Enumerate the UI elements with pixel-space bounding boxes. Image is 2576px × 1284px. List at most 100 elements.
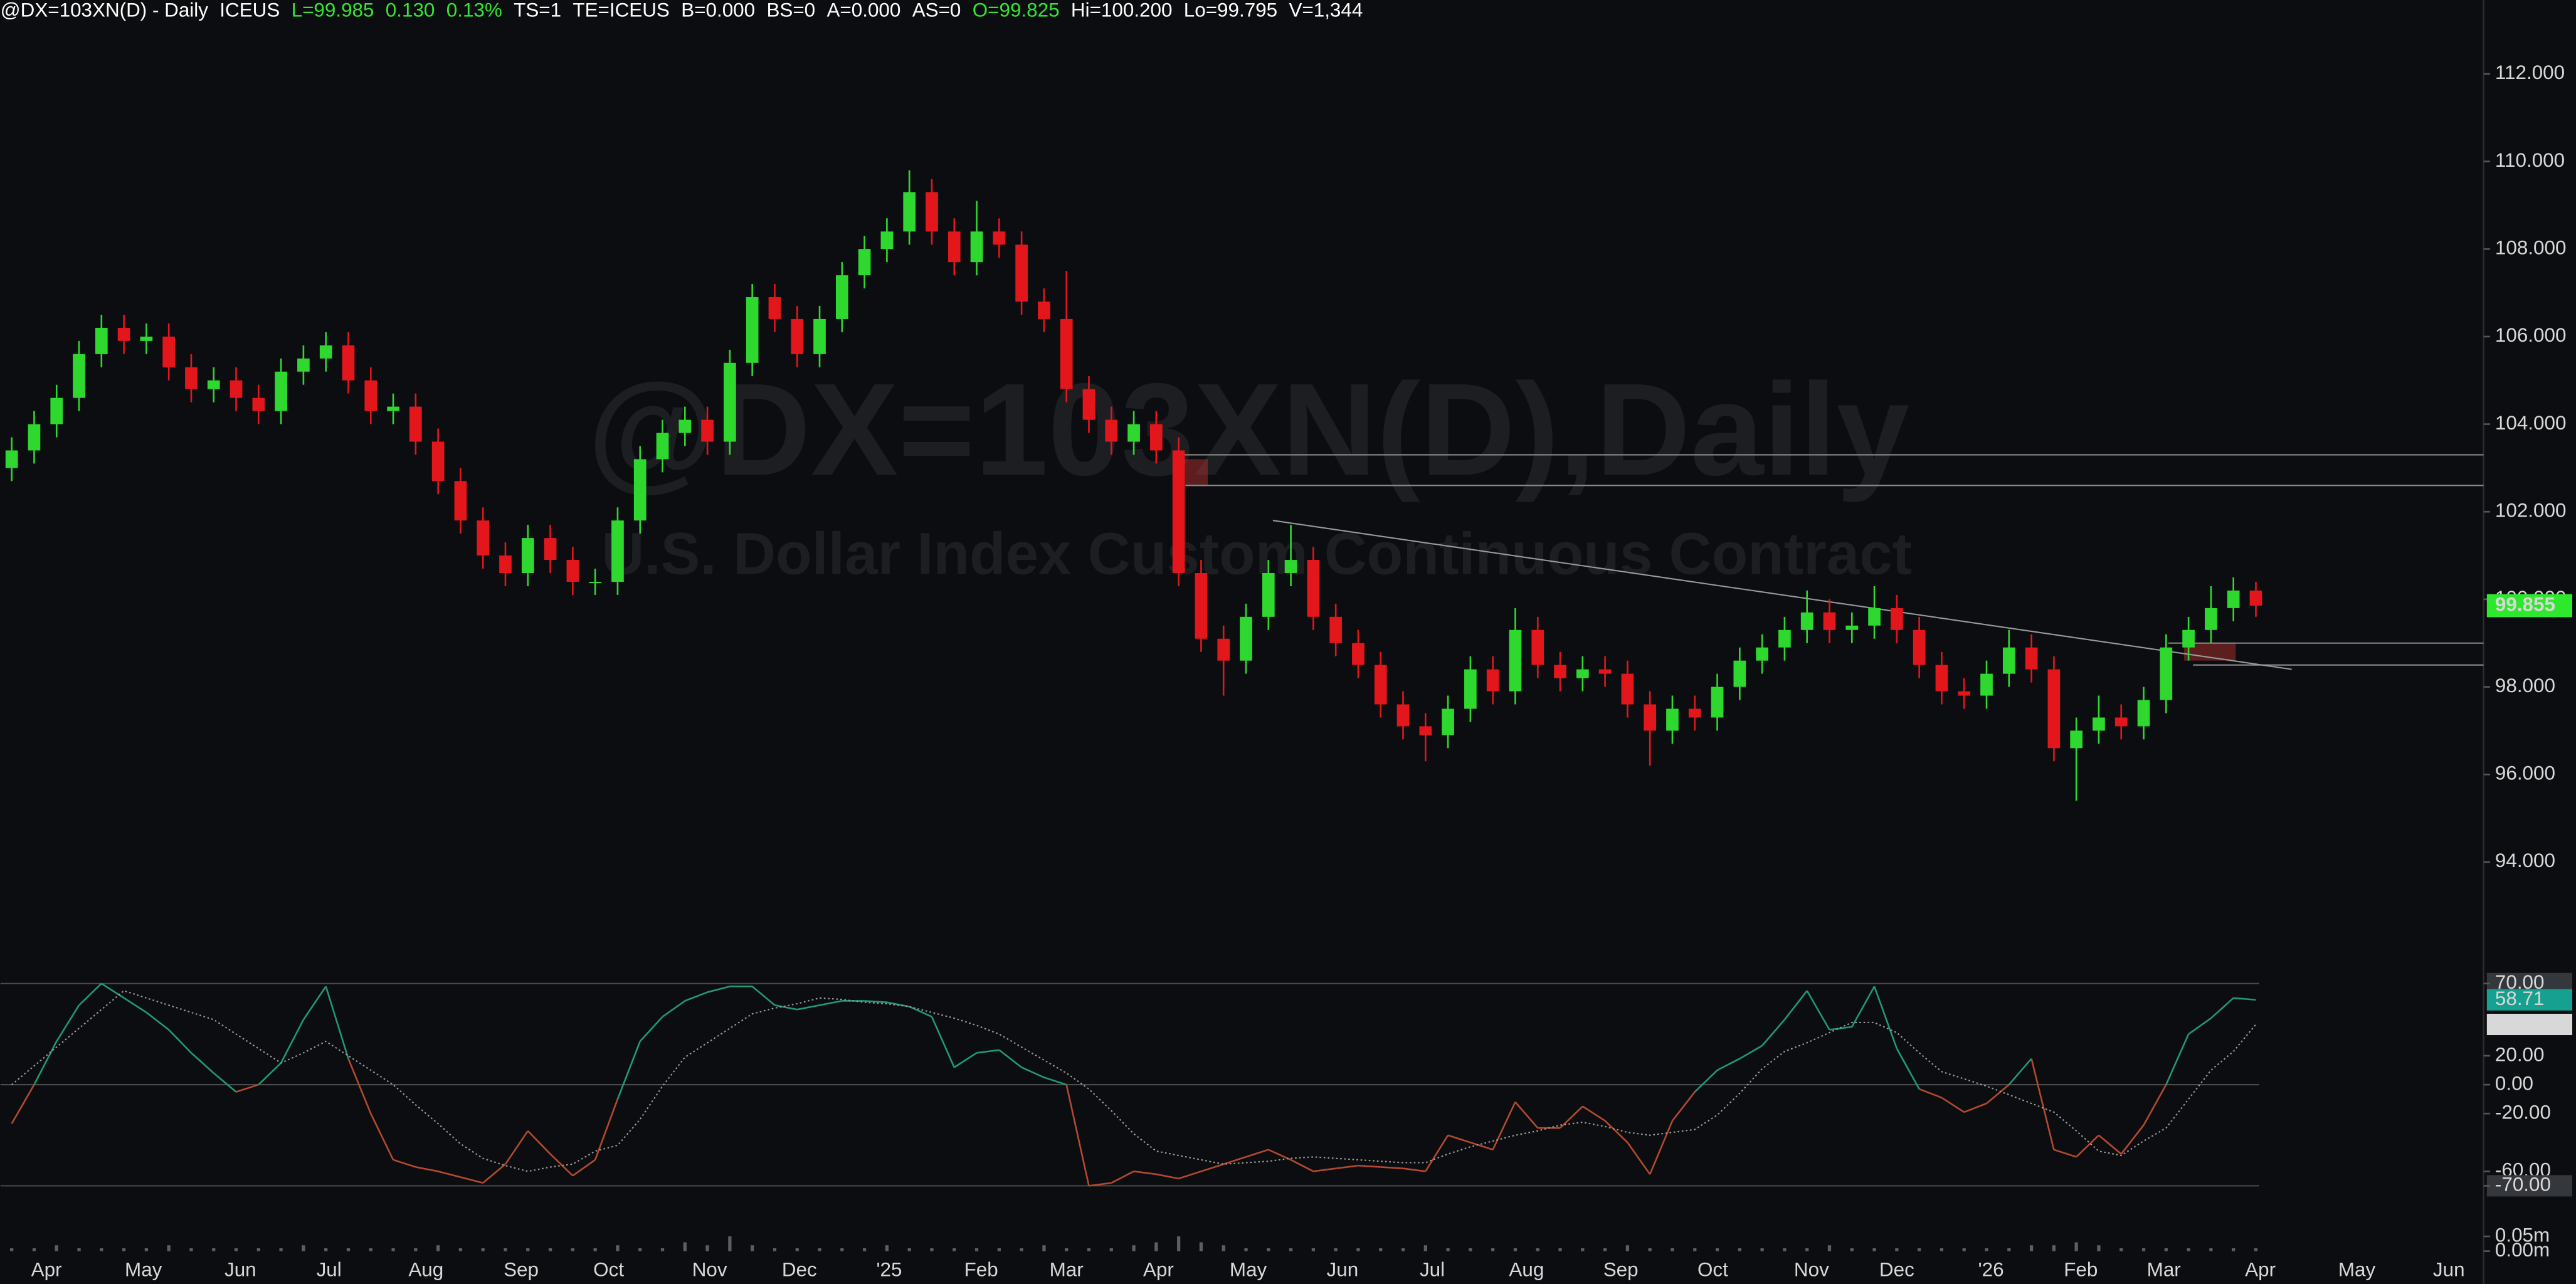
volume-bar bbox=[1423, 1245, 1427, 1251]
volume-bar bbox=[212, 1248, 216, 1251]
volume-bar bbox=[840, 1248, 844, 1251]
oscillator-segment bbox=[864, 1000, 887, 1004]
oscillator-segment bbox=[1560, 1105, 1583, 1129]
candle-body bbox=[1150, 424, 1163, 451]
oscillator-segment bbox=[1671, 1091, 1696, 1122]
volume-bar bbox=[571, 1248, 574, 1251]
oscillator-segment bbox=[460, 1176, 483, 1184]
x-tick-label: May bbox=[125, 1258, 162, 1280]
candle-body bbox=[5, 450, 18, 468]
candle-body bbox=[1598, 669, 1612, 674]
oscillator-segment bbox=[1649, 1120, 1674, 1175]
volume-bar bbox=[346, 1248, 351, 1251]
oscillator-segment bbox=[976, 1049, 1000, 1054]
x-tick-label: Mar bbox=[2147, 1258, 2181, 1280]
oscillator-segment bbox=[1043, 1076, 1067, 1086]
oscillator-segment bbox=[1896, 1048, 1920, 1090]
volume-bar bbox=[907, 1248, 911, 1251]
oscillator-segment bbox=[1201, 1163, 1224, 1172]
candle-body bbox=[2205, 608, 2217, 630]
x-tick-label: Aug bbox=[408, 1258, 443, 1280]
candle-body bbox=[28, 424, 41, 451]
candle-body bbox=[633, 459, 647, 521]
candle-body bbox=[50, 397, 63, 424]
volume-bar bbox=[1962, 1248, 1966, 1251]
candle-body bbox=[566, 560, 579, 582]
oscillator-segment bbox=[145, 1011, 169, 1031]
candle-body bbox=[1374, 665, 1387, 705]
volume-bar bbox=[1558, 1248, 1562, 1251]
volume-bar bbox=[1311, 1248, 1315, 1251]
oscillator-segment bbox=[819, 1000, 843, 1006]
candle-body bbox=[1644, 704, 1657, 731]
x-tick-label: '26 bbox=[1978, 1258, 2004, 1280]
candle-body bbox=[544, 538, 557, 560]
candle-body bbox=[431, 441, 445, 482]
last-value-box bbox=[2486, 989, 2572, 1011]
x-tick-label: Nov bbox=[1794, 1258, 1829, 1280]
volume-bar bbox=[2164, 1248, 2168, 1251]
y-tick-label: -70.00 bbox=[2495, 1174, 2551, 1196]
header-item: TS=1 bbox=[514, 0, 561, 21]
oscillator-segment bbox=[168, 1029, 192, 1054]
candle-body bbox=[117, 327, 130, 341]
volume-bar bbox=[1850, 1248, 1854, 1251]
volume-bar bbox=[2141, 1248, 2146, 1251]
x-tick-label: Oct bbox=[1697, 1258, 1728, 1280]
candle-body bbox=[409, 406, 422, 442]
header-item: L=99.985 bbox=[292, 0, 374, 21]
watermark-subtitle: U.S. Dollar Index Custom Continuous Cont… bbox=[601, 520, 1912, 586]
volume-bar bbox=[862, 1248, 867, 1251]
x-tick-label: '25 bbox=[876, 1258, 902, 1280]
oscillator-segment bbox=[191, 1052, 214, 1074]
volume-bar bbox=[1671, 1248, 1674, 1251]
volume-bar bbox=[302, 1245, 305, 1251]
y-tick-label: 112.000 bbox=[2495, 61, 2565, 83]
header-item: ICEUS bbox=[219, 0, 280, 21]
volume-bar bbox=[1020, 1248, 1023, 1251]
x-tick-label: Apr bbox=[2245, 1258, 2276, 1280]
candle-body bbox=[2137, 700, 2150, 727]
last-price-label: 99.855 bbox=[2495, 593, 2555, 615]
oscillator-segment bbox=[2076, 1134, 2099, 1158]
candle-body bbox=[1419, 726, 1432, 735]
volume-bar bbox=[1872, 1248, 1876, 1251]
candle-body bbox=[364, 380, 377, 411]
oscillator-segment bbox=[2188, 1017, 2212, 1035]
x-tick-label: Nov bbox=[692, 1258, 727, 1280]
candle-body bbox=[319, 345, 332, 359]
oscillator-segment bbox=[438, 1171, 461, 1178]
oscillator-segment bbox=[1111, 1171, 1134, 1184]
volume-bar bbox=[1289, 1248, 1293, 1251]
candle-body bbox=[1396, 704, 1410, 727]
candle-body bbox=[1284, 560, 1297, 573]
candle-body bbox=[656, 433, 669, 460]
x-tick-label: May bbox=[1230, 1258, 1267, 1280]
candle-body bbox=[499, 555, 512, 573]
oscillator-segment bbox=[280, 1019, 305, 1064]
volume-bar bbox=[504, 1248, 507, 1251]
oscillator-segment bbox=[662, 1000, 686, 1018]
volume-bar bbox=[548, 1248, 552, 1251]
candle-body bbox=[903, 192, 916, 232]
y-tick-label: 104.000 bbox=[2495, 412, 2567, 434]
volume-bar bbox=[818, 1248, 821, 1251]
volume-bar bbox=[100, 1248, 103, 1251]
oscillator-segment bbox=[1358, 1164, 1381, 1168]
volume-bar bbox=[1177, 1236, 1181, 1251]
volume-bar bbox=[122, 1248, 126, 1251]
candle-body bbox=[948, 231, 961, 263]
volume-bar bbox=[324, 1248, 328, 1251]
oscillator-segment bbox=[302, 986, 327, 1021]
oscillator-segment bbox=[258, 1062, 282, 1086]
volume-bar bbox=[234, 1248, 238, 1251]
oscillator-segment bbox=[1627, 1142, 1651, 1175]
volume-bar bbox=[1603, 1248, 1607, 1251]
candle-body bbox=[1688, 708, 1701, 718]
oscillator-segment bbox=[1178, 1171, 1201, 1180]
oscillator-segment bbox=[1963, 1102, 1987, 1113]
candle-body bbox=[611, 520, 624, 582]
volume-bar bbox=[144, 1248, 149, 1251]
x-tick-label: Aug bbox=[1509, 1258, 1544, 1280]
